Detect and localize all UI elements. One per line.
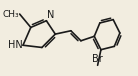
Text: CH₃: CH₃	[2, 10, 19, 19]
Text: HN: HN	[8, 40, 22, 50]
Text: N: N	[47, 10, 54, 20]
Text: Br: Br	[92, 54, 103, 64]
